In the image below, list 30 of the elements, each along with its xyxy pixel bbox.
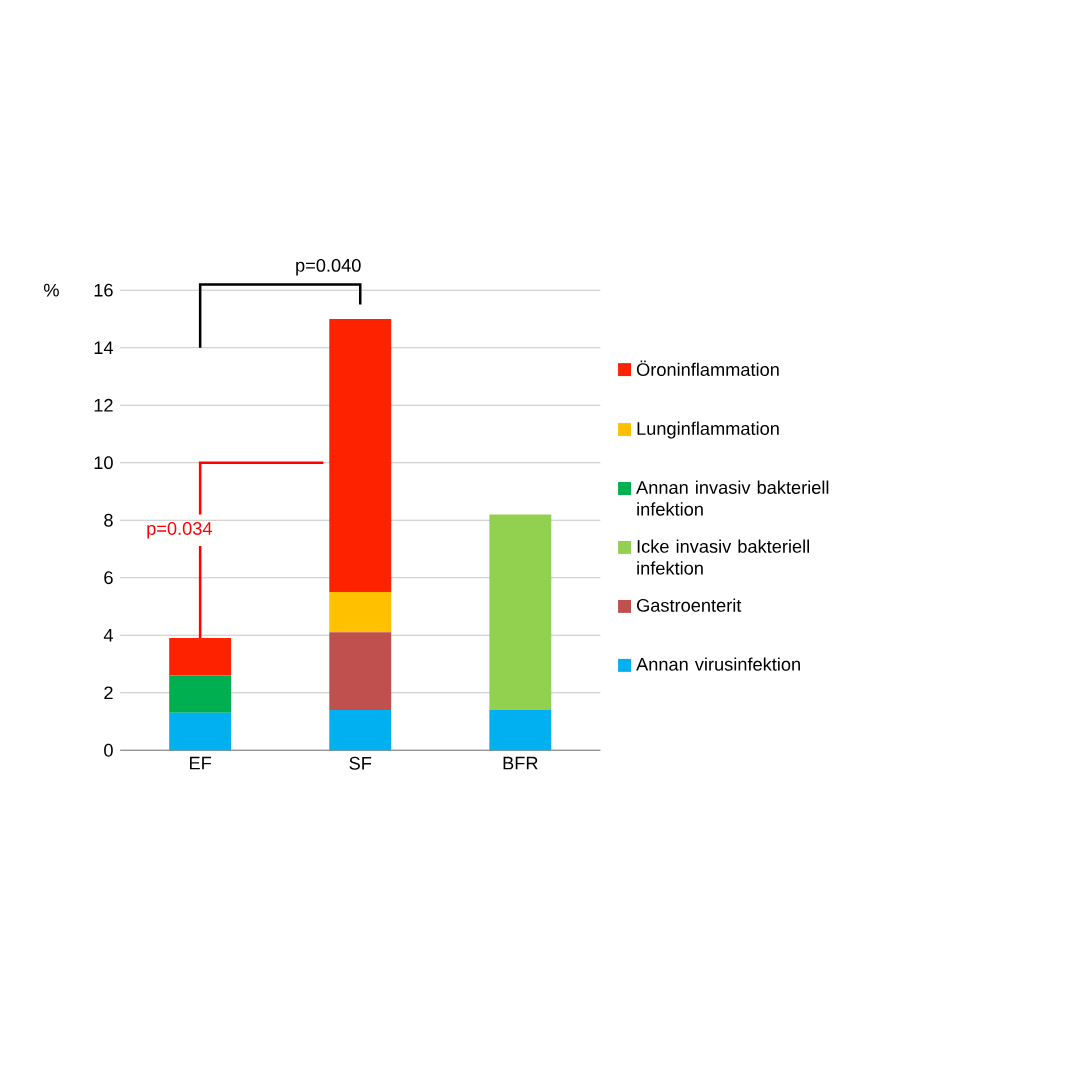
bar — [169, 712, 232, 751]
y-tick-label: 6 — [104, 571, 113, 585]
legend-label: Annan invasiv bakteriell infektion — [636, 480, 829, 516]
y-tick-label: 10 — [94, 456, 113, 470]
x-tick-label: BFR — [503, 756, 538, 770]
y-axis-title: % — [43, 283, 59, 297]
legend-label: Icke invasiv bakteriell infektion — [637, 539, 809, 575]
y-tick-label: 16 — [94, 283, 113, 297]
legend-label: Öroninflammation — [636, 360, 779, 377]
annotation: p=0.034 — [147, 522, 212, 539]
y-tick-label: 0 — [104, 743, 113, 757]
bar — [329, 318, 392, 593]
y-tick-label: 8 — [104, 513, 113, 527]
legend-label: Gastroenterit — [637, 598, 742, 612]
bar — [329, 709, 392, 751]
bar — [169, 638, 232, 676]
y-tick-label: 14 — [94, 341, 114, 354]
bar — [329, 632, 392, 710]
y-tick-label: 12 — [94, 398, 113, 412]
bar — [169, 675, 232, 713]
x-tick-label: EF — [190, 756, 212, 770]
y-tick-label: 4 — [103, 628, 114, 642]
legend-label: Annan virusinfektion — [636, 657, 800, 671]
bar — [489, 709, 552, 751]
x-tick-label: SF — [349, 756, 372, 770]
y-tick-label: 2 — [104, 686, 113, 700]
bar — [329, 592, 392, 633]
bar — [489, 514, 552, 710]
annotation: p=0.040 — [296, 258, 361, 276]
legend-label: Lunginflammation — [637, 421, 779, 439]
